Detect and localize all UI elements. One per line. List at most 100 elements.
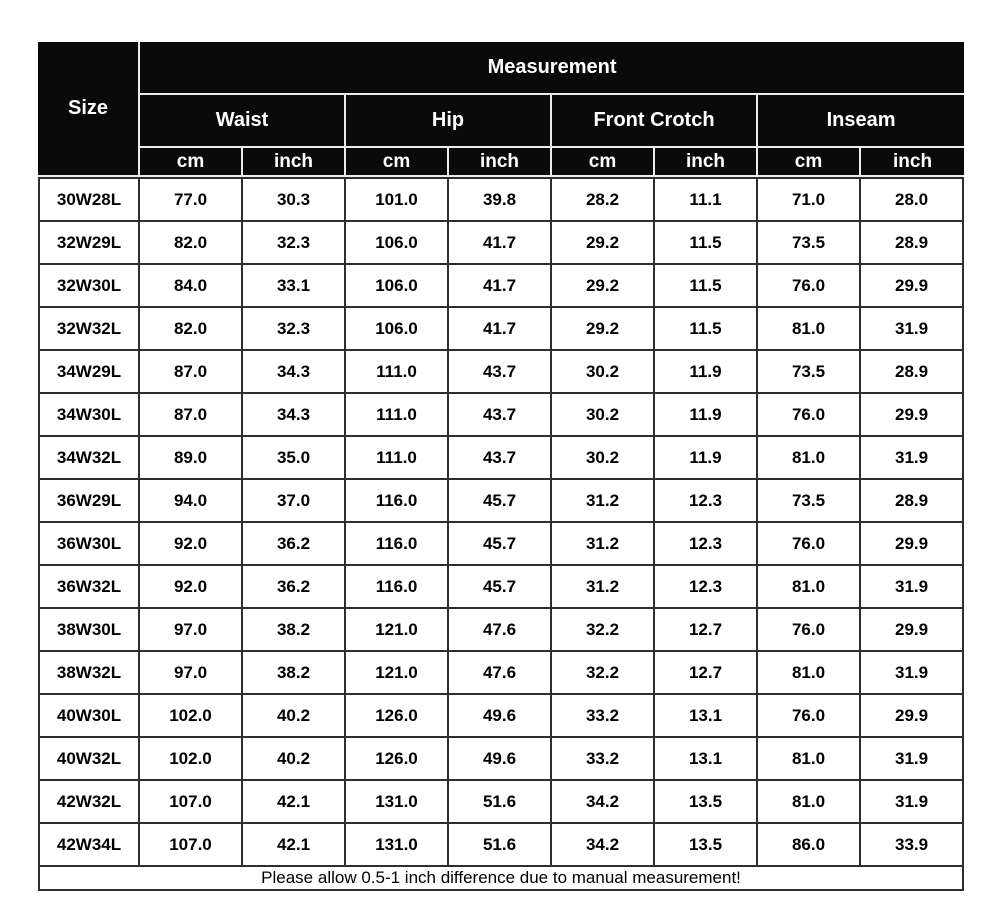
value-cell: 73.5 — [758, 351, 861, 394]
value-cell: 11.1 — [655, 177, 758, 222]
value-cell: 76.0 — [758, 695, 861, 738]
value-cell: 41.7 — [449, 308, 552, 351]
value-cell: 71.0 — [758, 177, 861, 222]
header-row-measurement: Size Measurement — [38, 42, 965, 177]
unit-header-hip-inch: inch — [449, 148, 552, 177]
value-cell: 81.0 — [758, 437, 861, 480]
measurement-header: Measurement — [140, 42, 965, 95]
value-cell: 42.1 — [243, 824, 346, 867]
value-cell: 106.0 — [346, 265, 449, 308]
table-row: 32W30L 84.0 33.1 106.0 41.7 29.2 11.5 76.0 29.9 — [38, 265, 965, 308]
value-cell: 29.9 — [861, 523, 965, 566]
value-cell: 81.0 — [758, 652, 861, 695]
table-row: 34W30L 87.0 34.3 111.0 43.7 30.2 11.9 76.0 29.9 — [38, 394, 965, 437]
value-cell: 11.9 — [655, 394, 758, 437]
value-cell: 32.2 — [552, 652, 655, 695]
value-cell: 45.7 — [449, 566, 552, 609]
size-cell: 34W32L — [38, 437, 140, 480]
value-cell: 111.0 — [346, 394, 449, 437]
value-cell: 33.2 — [552, 738, 655, 781]
size-cell: 42W32L — [38, 781, 140, 824]
value-cell: 42.1 — [243, 781, 346, 824]
value-cell: 12.3 — [655, 566, 758, 609]
size-cell: 32W30L — [38, 265, 140, 308]
value-cell: 111.0 — [346, 437, 449, 480]
value-cell: 116.0 — [346, 523, 449, 566]
value-cell: 47.6 — [449, 609, 552, 652]
value-cell: 87.0 — [140, 351, 243, 394]
value-cell: 81.0 — [758, 308, 861, 351]
value-cell: 12.7 — [655, 652, 758, 695]
group-header-front-crotch: Front Crotch — [552, 95, 758, 148]
value-cell: 28.9 — [861, 480, 965, 523]
value-cell: 32.2 — [552, 609, 655, 652]
value-cell: 38.2 — [243, 652, 346, 695]
value-cell: 38.2 — [243, 609, 346, 652]
value-cell: 31.9 — [861, 652, 965, 695]
value-cell: 106.0 — [346, 308, 449, 351]
value-cell: 82.0 — [140, 308, 243, 351]
header-row-groups: Waist Hip Front Crotch Inseam — [38, 95, 965, 148]
value-cell: 87.0 — [140, 394, 243, 437]
value-cell: 92.0 — [140, 566, 243, 609]
value-cell: 28.9 — [861, 222, 965, 265]
table-row: 36W32L 92.0 36.2 116.0 45.7 31.2 12.3 81.0 31.9 — [38, 566, 965, 609]
group-header-waist: Waist — [140, 95, 346, 148]
table-row: 38W30L 97.0 38.2 121.0 47.6 32.2 12.7 76.0 29.9 — [38, 609, 965, 652]
value-cell: 37.0 — [243, 480, 346, 523]
value-cell: 34.3 — [243, 351, 346, 394]
group-header-inseam: Inseam — [758, 95, 965, 148]
table-footer: Please allow 0.5-1 inch difference due t… — [38, 867, 965, 891]
value-cell: 31.9 — [861, 437, 965, 480]
value-cell: 30.2 — [552, 437, 655, 480]
value-cell: 30.2 — [552, 351, 655, 394]
value-cell: 77.0 — [140, 177, 243, 222]
value-cell: 11.9 — [655, 351, 758, 394]
table-row: 38W32L 97.0 38.2 121.0 47.6 32.2 12.7 81.0 31.9 — [38, 652, 965, 695]
value-cell: 12.3 — [655, 523, 758, 566]
table-row: 32W32L 82.0 32.3 106.0 41.7 29.2 11.5 81.0 31.9 — [38, 308, 965, 351]
value-cell: 121.0 — [346, 652, 449, 695]
value-cell: 73.5 — [758, 480, 861, 523]
value-cell: 31.2 — [552, 480, 655, 523]
table-row: 30W28L 77.0 30.3 101.0 39.8 28.2 11.1 71.0 28.0 — [38, 177, 965, 222]
value-cell: 76.0 — [758, 265, 861, 308]
value-cell: 126.0 — [346, 738, 449, 781]
unit-header-waist-inch: inch — [243, 148, 346, 177]
size-cell: 38W30L — [38, 609, 140, 652]
value-cell: 49.6 — [449, 695, 552, 738]
value-cell: 41.7 — [449, 222, 552, 265]
value-cell: 29.2 — [552, 222, 655, 265]
value-cell: 31.9 — [861, 738, 965, 781]
unit-header-crotch-inch: inch — [655, 148, 758, 177]
value-cell: 28.2 — [552, 177, 655, 222]
value-cell: 30.3 — [243, 177, 346, 222]
table-row: 40W32L 102.0 40.2 126.0 49.6 33.2 13.1 81.0 31.9 — [38, 738, 965, 781]
value-cell: 29.2 — [552, 308, 655, 351]
value-cell: 97.0 — [140, 652, 243, 695]
size-cell: 36W32L — [38, 566, 140, 609]
unit-header-waist-cm: cm — [140, 148, 243, 177]
table-row: 36W30L 92.0 36.2 116.0 45.7 31.2 12.3 76.0 29.9 — [38, 523, 965, 566]
value-cell: 32.3 — [243, 222, 346, 265]
value-cell: 31.9 — [861, 566, 965, 609]
size-column-header: Size — [38, 42, 140, 177]
value-cell: 81.0 — [758, 738, 861, 781]
unit-header-crotch-cm: cm — [552, 148, 655, 177]
value-cell: 29.9 — [861, 609, 965, 652]
value-cell: 76.0 — [758, 609, 861, 652]
value-cell: 11.5 — [655, 308, 758, 351]
value-cell: 131.0 — [346, 781, 449, 824]
value-cell: 11.5 — [655, 222, 758, 265]
unit-header-inseam-inch: inch — [861, 148, 965, 177]
value-cell: 43.7 — [449, 394, 552, 437]
size-cell: 42W34L — [38, 824, 140, 867]
value-cell: 31.9 — [861, 781, 965, 824]
value-cell: 76.0 — [758, 394, 861, 437]
value-cell: 28.0 — [861, 177, 965, 222]
unit-header-hip-cm: cm — [346, 148, 449, 177]
size-cell: 30W28L — [38, 177, 140, 222]
value-cell: 97.0 — [140, 609, 243, 652]
size-cell: 40W30L — [38, 695, 140, 738]
size-cell: 40W32L — [38, 738, 140, 781]
